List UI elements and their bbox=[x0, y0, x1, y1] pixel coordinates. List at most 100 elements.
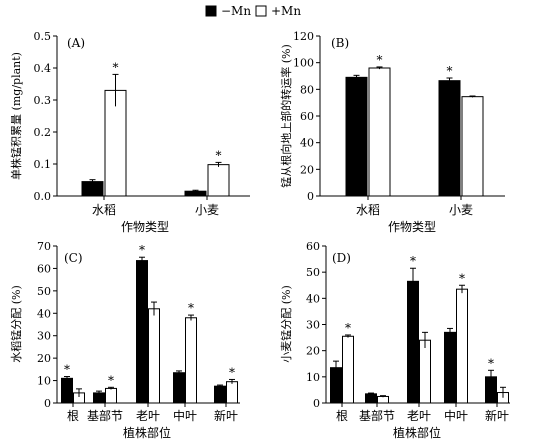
significance-marker: * bbox=[229, 365, 235, 379]
legend-label-minus-mn: −Mn bbox=[221, 4, 251, 18]
x-axis-label: 作物类型 bbox=[121, 220, 169, 234]
bar-plus-mn bbox=[207, 164, 230, 197]
significance-marker: * bbox=[345, 321, 351, 335]
x-tick-label: 中叶 bbox=[173, 408, 197, 423]
x-tick-label: 中叶 bbox=[444, 408, 468, 423]
bar-minus-mn bbox=[438, 80, 461, 197]
y-tick-label: 40 bbox=[306, 292, 320, 305]
x-tick-label: 小麦 bbox=[449, 203, 473, 217]
bar-minus-mn bbox=[136, 260, 148, 404]
x-tick-label: 水稻 bbox=[92, 203, 116, 217]
significance-marker: * bbox=[377, 53, 383, 67]
y-tick-label: 100 bbox=[293, 57, 314, 70]
x-tick-label: 老叶 bbox=[136, 409, 160, 423]
panel-title: (D) bbox=[332, 251, 351, 265]
y-tick-label: 20 bbox=[306, 345, 320, 358]
y-tick-label: 60 bbox=[300, 110, 314, 123]
bar-plus-mn bbox=[368, 67, 391, 197]
bar-minus-mn bbox=[61, 377, 73, 404]
x-tick-label: 新叶 bbox=[214, 408, 238, 423]
bar-plus-mn bbox=[105, 387, 117, 404]
bar-plus-mn bbox=[226, 381, 238, 404]
y-tick-label: 120 bbox=[293, 30, 314, 43]
legend-swatch-plus-mn bbox=[255, 5, 267, 17]
y-tick-label: 50 bbox=[37, 285, 51, 298]
y-tick-label: 0.3 bbox=[34, 94, 52, 107]
y-tick-label: 0.5 bbox=[34, 30, 52, 43]
bar-plus-mn bbox=[461, 96, 484, 197]
x-axis-label: 植株部位 bbox=[393, 425, 441, 440]
panel-title: (B) bbox=[331, 36, 349, 50]
legend: −Mn +Mn bbox=[205, 4, 301, 18]
significance-marker: * bbox=[139, 243, 145, 257]
y-axis-label: 锰从根向地上部的转运率 (%) bbox=[279, 44, 293, 188]
y-tick-label: 30 bbox=[306, 319, 320, 332]
significance-marker: * bbox=[216, 148, 222, 162]
y-tick-label: 0 bbox=[313, 397, 320, 410]
bar-minus-mn bbox=[444, 331, 456, 404]
x-axis-label: 植株部位 bbox=[123, 425, 171, 440]
significance-marker: * bbox=[64, 363, 70, 377]
bar-plus-mn bbox=[419, 339, 431, 404]
bar-plus-mn bbox=[377, 395, 389, 404]
bar-minus-mn bbox=[81, 181, 104, 197]
bar-minus-mn bbox=[173, 372, 185, 404]
y-tick-label: 20 bbox=[300, 163, 314, 176]
x-tick-label: 老叶 bbox=[407, 409, 431, 423]
y-tick-label: 70 bbox=[37, 240, 51, 253]
y-tick-label: 30 bbox=[37, 330, 51, 343]
x-tick-label: 根 bbox=[336, 409, 348, 423]
significance-marker: * bbox=[459, 271, 465, 285]
significance-marker: * bbox=[410, 254, 416, 268]
bar-minus-mn bbox=[365, 393, 377, 404]
y-tick-label: 60 bbox=[306, 240, 320, 253]
x-tick-label: 水稻 bbox=[356, 203, 380, 217]
significance-marker: * bbox=[113, 60, 119, 74]
y-tick-label: 10 bbox=[37, 375, 51, 388]
y-tick-label: 40 bbox=[300, 137, 314, 150]
chart-panel-3: 0 10 20 30 40 50 60 70 (C) 植株部位 水稻锰分配 (%) 根 * 基部节 * 老叶 *… bbox=[9, 240, 240, 440]
significance-marker: * bbox=[188, 301, 194, 315]
y-tick-label: 0 bbox=[307, 190, 314, 203]
y-tick-label: 50 bbox=[306, 266, 320, 279]
legend-item-plus-mn: +Mn bbox=[255, 4, 301, 18]
panel-title: (A) bbox=[67, 36, 85, 50]
bar-plus-mn bbox=[342, 335, 354, 404]
significance-marker: * bbox=[488, 356, 494, 370]
bar-minus-mn bbox=[345, 76, 368, 197]
y-tick-label: 0 bbox=[44, 397, 51, 410]
x-axis-label: 作物类型 bbox=[388, 220, 436, 234]
y-tick-label: 0.0 bbox=[34, 190, 52, 203]
bar-minus-mn bbox=[214, 385, 226, 404]
y-axis-label: 水稻锰分配 (%) bbox=[9, 285, 23, 363]
y-tick-label: 10 bbox=[306, 371, 320, 384]
y-tick-label: 0.2 bbox=[34, 126, 52, 139]
y-tick-label: 80 bbox=[300, 83, 314, 96]
y-tick-label: 0.1 bbox=[34, 158, 52, 171]
y-tick-label: 40 bbox=[37, 307, 51, 320]
significance-marker: * bbox=[108, 373, 114, 387]
y-tick-label: 20 bbox=[37, 352, 51, 365]
bar-minus-mn bbox=[407, 280, 419, 404]
chart-panel-4: 0 10 20 30 40 50 60 (D) 植株部位 小麦锰分配 (%) 根 * 基部节 老叶 * 中叶 *… bbox=[279, 240, 510, 440]
y-axis-label: 单株锰积累量 (mg/plant) bbox=[9, 52, 23, 180]
x-tick-label: 新叶 bbox=[485, 408, 509, 423]
panel-title: (C) bbox=[64, 251, 83, 265]
chart-panel-2: 0 20 40 60 80 100 120 (B) 作物类型 锰从根向地上部的转运率 (%) 水稻 *… bbox=[279, 30, 505, 234]
y-axis-label: 小麦锰分配 (%) bbox=[279, 285, 293, 363]
legend-item-minus-mn: −Mn bbox=[205, 4, 251, 18]
x-tick-label: 根 bbox=[67, 409, 79, 423]
significance-marker: * bbox=[447, 64, 453, 78]
legend-swatch-minus-mn bbox=[205, 5, 217, 17]
x-tick-label: 小麦 bbox=[195, 203, 219, 217]
y-tick-label: 60 bbox=[37, 262, 51, 275]
chart-panel-1: 0.0 0.1 0.2 0.3 0.4 0.5 (A) 作物类型 单株锰积累量 (mg/plan… bbox=[9, 30, 250, 234]
bar-plus-mn bbox=[185, 317, 197, 404]
x-tick-label: 基部节 bbox=[359, 408, 395, 423]
x-tick-label: 基部节 bbox=[87, 408, 123, 423]
bar-plus-mn bbox=[456, 288, 468, 404]
legend-label-plus-mn: +Mn bbox=[271, 4, 301, 18]
bar-plus-mn bbox=[148, 308, 160, 404]
y-tick-label: 0.4 bbox=[34, 62, 52, 75]
